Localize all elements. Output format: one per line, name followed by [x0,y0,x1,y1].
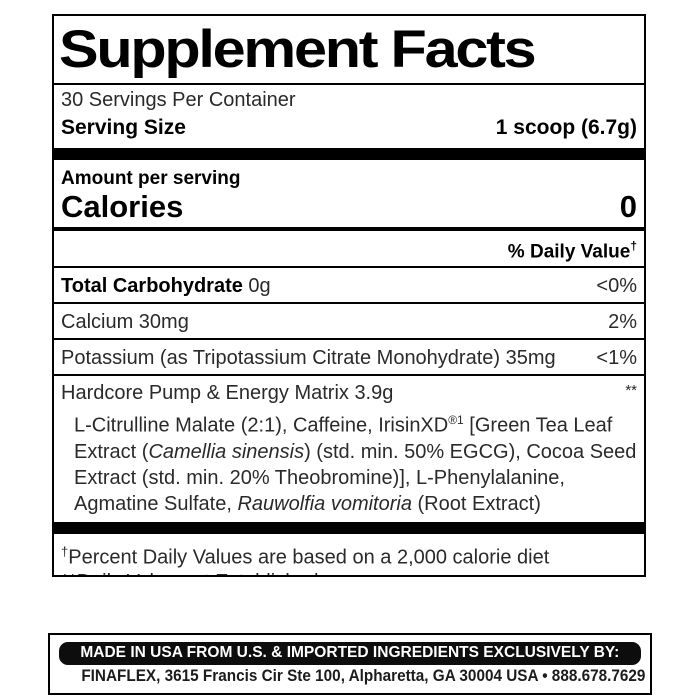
footnotes: †Percent Daily Values are based on a 2,0… [54,534,644,575]
supplement-facts-panel: Supplement Facts 30 Servings Per Contain… [52,14,646,577]
matrix-header-row: Hardcore Pump & Energy Matrix 3.9g ** [61,381,637,405]
nutrient-daily-value: 2% [608,311,637,334]
nutrient-daily-value: <0% [596,275,637,298]
matrix-name: Hardcore Pump & Energy Matrix 3.9g [61,382,394,405]
amount-per-serving-label: Amount per serving [61,168,241,189]
manufacturer-box: MADE IN USA FROM U.S. & IMPORTED INGREDI… [48,633,652,695]
manufacturer-address-text: FINAFLEX, 3615 Francis Cir Ste 100, Alph… [81,666,646,685]
serving-size-value: 1 scoop (6.7g) [495,116,637,139]
servings-per-container: 30 Servings Per Container [61,89,296,111]
nutrient-row-total-carbohydrate: Total Carbohydrate 0g <0% [54,268,644,305]
panel-title: Supplement Facts [54,16,644,85]
nutrient-daily-value: <1% [596,347,637,370]
serving-size-row: Serving Size 1 scoop (6.7g) [54,113,644,148]
nutrient-name: Potassium (as Tripotassium Citrate Monoh… [61,347,556,370]
nutrient-name: Calcium 30mg [61,311,189,334]
calories-row: Calories 0 [54,190,644,231]
thick-divider-top [54,148,644,160]
calories-value: 0 [619,189,637,224]
made-in-usa-banner: MADE IN USA FROM U.S. & IMPORTED INGREDI… [59,642,641,665]
daily-value-header-text: % Daily Value [507,241,631,263]
nutrient-row-calcium: Calcium 30mg 2% [54,304,644,341]
matrix-daily-value: ** [625,382,637,400]
footnote-daily-value-basis: †Percent Daily Values are based on a 2,0… [61,543,550,569]
manufacturer-address: FINAFLEX, 3615 Francis Cir Ste 100, Alph… [50,666,650,686]
daily-value-header: % Daily Value† [54,231,644,269]
thick-divider-bottom [54,521,644,534]
footnote-dv-not-established: **Daily Value not Established [61,570,637,575]
matrix-section: Hardcore Pump & Energy Matrix 3.9g ** L-… [54,376,644,522]
dagger-symbol: † [630,239,637,253]
panel-title-text: Supplement Facts [59,20,537,79]
nutrient-row-potassium: Potassium (as Tripotassium Citrate Monoh… [54,340,644,377]
nutrient-name: Total Carbohydrate 0g [61,275,271,298]
matrix-ingredients: L-Citrulline Malate (2:1), Caffeine, Iri… [74,413,637,515]
made-in-usa-banner-text: MADE IN USA FROM U.S. & IMPORTED INGREDI… [80,644,620,661]
serving-size-label: Serving Size [61,116,186,139]
calories-label: Calories [61,189,184,224]
